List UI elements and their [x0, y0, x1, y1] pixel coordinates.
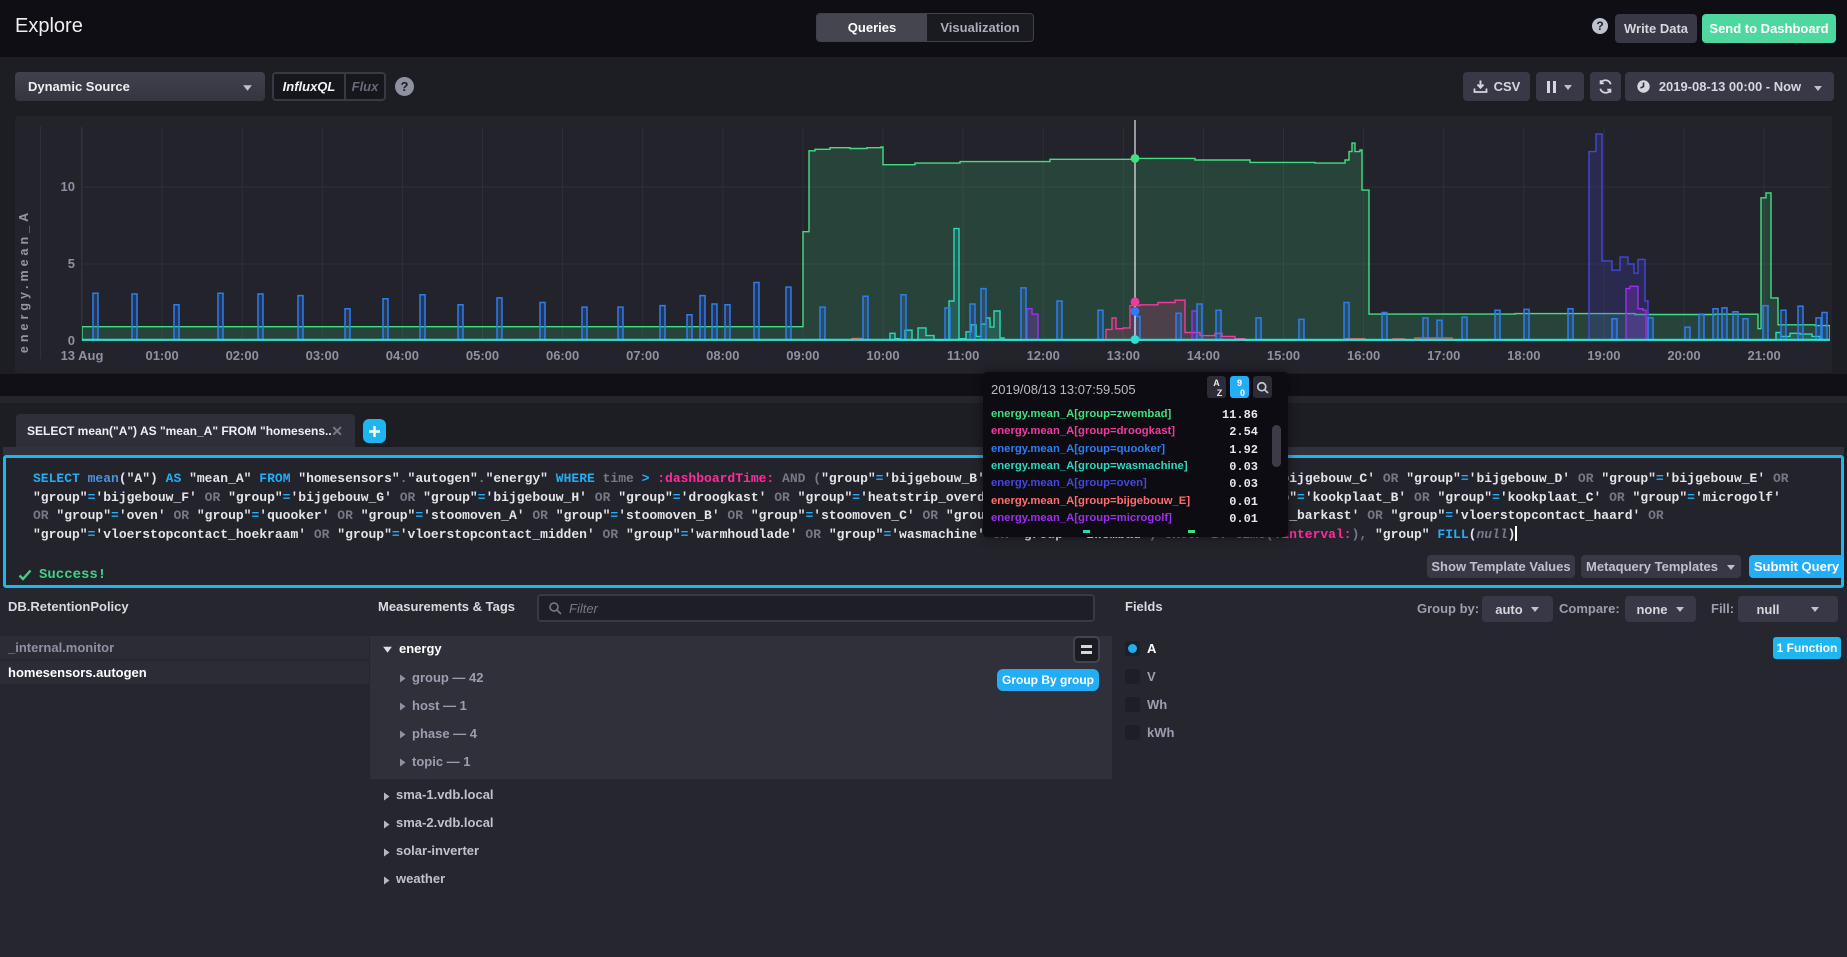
svg-text:02:00: 02:00: [226, 348, 259, 363]
svg-text:17:00: 17:00: [1427, 348, 1460, 363]
svg-text:14:00: 14:00: [1187, 348, 1220, 363]
svg-text:10:00: 10:00: [866, 348, 899, 363]
svg-text:13 Aug: 13 Aug: [61, 348, 104, 363]
svg-text:19:00: 19:00: [1587, 348, 1620, 363]
svg-text:0: 0: [68, 333, 75, 348]
svg-text:01:00: 01:00: [145, 348, 178, 363]
svg-text:04:00: 04:00: [386, 348, 419, 363]
svg-text:12:00: 12:00: [1027, 348, 1060, 363]
svg-text:03:00: 03:00: [306, 348, 339, 363]
svg-text:21:00: 21:00: [1747, 348, 1780, 363]
svg-text:18:00: 18:00: [1507, 348, 1540, 363]
svg-text:11:00: 11:00: [947, 348, 980, 363]
svg-text:10: 10: [61, 179, 75, 194]
svg-text:5: 5: [68, 256, 75, 271]
svg-text:08:00: 08:00: [706, 348, 739, 363]
svg-text:09:00: 09:00: [786, 348, 819, 363]
svg-text:16:00: 16:00: [1347, 348, 1380, 363]
svg-text:05:00: 05:00: [466, 348, 499, 363]
svg-text:energy.mean_A: energy.mean_A: [17, 209, 31, 353]
svg-text:15:00: 15:00: [1267, 348, 1300, 363]
svg-text:07:00: 07:00: [626, 348, 659, 363]
svg-text:06:00: 06:00: [546, 348, 579, 363]
svg-text:20:00: 20:00: [1667, 348, 1700, 363]
svg-text:13:00: 13:00: [1107, 348, 1140, 363]
